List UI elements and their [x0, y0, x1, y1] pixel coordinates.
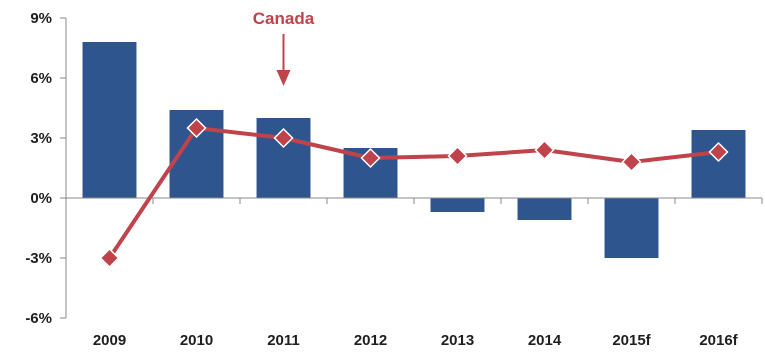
canada-marker-2010: [186, 117, 207, 139]
x-tick-label-2014: 2014: [528, 332, 562, 349]
canada-annotation-label: Canada: [253, 9, 315, 28]
x-tick-label-2012: 2012: [354, 332, 387, 349]
bar-2009: [82, 42, 137, 198]
canada-marker-2014: [534, 139, 555, 161]
x-tick-label-2016f: 2016f: [699, 332, 738, 349]
y-tick-label: 9%: [30, 10, 52, 27]
x-tick-label-2015f: 2015f: [612, 332, 651, 349]
x-tick-label-2009: 2009: [93, 332, 126, 349]
canada-marker-2015f: [621, 151, 642, 173]
y-tick-label: -3%: [25, 250, 52, 267]
canada-marker-2012: [360, 147, 381, 169]
y-tick-label: -6%: [25, 310, 52, 327]
labels-layer: -6% -3% 0% 3% 6% 9% 2009 2010 2011 2012 2013 2014 20…: [25, 10, 738, 349]
canada-line: [107, 126, 719, 260]
bar-2014: [517, 198, 572, 220]
canada-marker-2016f: [708, 141, 729, 163]
x-tick-label-2013: 2013: [441, 332, 474, 349]
x-tick-label-2010: 2010: [180, 332, 213, 349]
y-tick-label: 0%: [30, 190, 52, 207]
annotation-arrow-head: [276, 70, 291, 86]
y-tick-label: 3%: [30, 130, 52, 147]
annotation-layer: Canada: [253, 9, 315, 86]
axes-layer: [60, 17, 763, 319]
canada-marker-2013: [447, 145, 468, 167]
canada-marker-2011: [273, 127, 294, 149]
line-series-layer: [99, 117, 729, 269]
bar-2015f: [604, 198, 659, 258]
x-tick-label-2011: 2011: [267, 332, 300, 349]
y-tick-label: 6%: [30, 70, 52, 87]
bar-2013: [430, 198, 485, 212]
canada-marker-2009: [99, 247, 120, 269]
bar-2016f: [691, 130, 746, 198]
